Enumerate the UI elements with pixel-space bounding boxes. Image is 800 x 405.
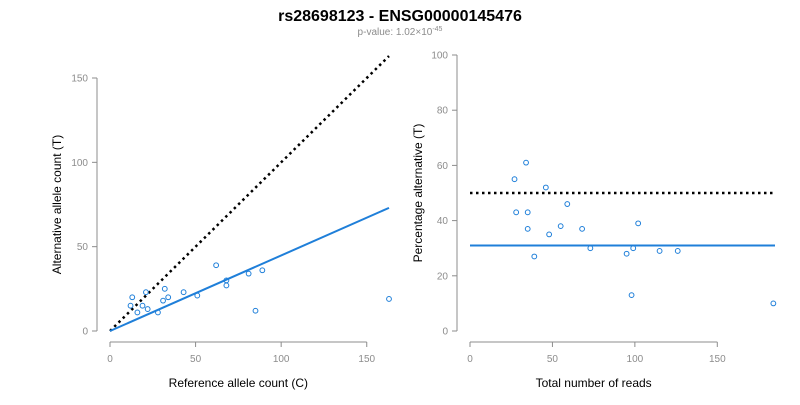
data-point: [630, 245, 637, 252]
x-tick-label: 0: [107, 354, 113, 365]
data-point: [155, 309, 161, 316]
data-point: [144, 306, 151, 312]
data-point: [557, 223, 564, 230]
data-point: [127, 302, 134, 309]
chart-subtitle: p-value: 1.02×10-45: [358, 26, 443, 38]
y-tick-label: 0: [82, 327, 88, 338]
chart-title: rs28698123 - ENSG00000145476: [278, 8, 522, 25]
data-point: [511, 176, 518, 183]
y-tick-label: 0: [442, 327, 448, 338]
data-point: [623, 250, 630, 257]
y-tick-label: 50: [77, 242, 89, 253]
y-tick-label: 20: [437, 271, 449, 282]
reference-line: [109, 55, 390, 332]
subtitle-exponent: -45: [432, 26, 442, 33]
data-point: [165, 294, 172, 301]
data-point: [542, 184, 549, 191]
x-tick-label: 150: [709, 354, 726, 365]
x-tick-label: 0: [467, 354, 473, 365]
y-axis-label: Percentage alternative (T): [411, 124, 425, 263]
data-point: [223, 277, 230, 284]
fit-line: [109, 206, 390, 332]
x-tick-label: 50: [547, 354, 559, 365]
data-point: [134, 309, 141, 316]
data-point: [143, 289, 149, 296]
y-axis-label: Alternative allele count (T): [50, 135, 64, 274]
data-point: [635, 220, 642, 227]
data-point: [564, 201, 571, 207]
data-point: [656, 248, 663, 254]
data-point: [223, 282, 230, 289]
data-point: [259, 267, 266, 274]
y-tick-label: 100: [71, 158, 88, 169]
data-point: [587, 245, 594, 252]
data-point: [139, 302, 146, 309]
data-point: [513, 209, 520, 216]
y-tick-label: 100: [431, 51, 448, 62]
data-point: [386, 296, 392, 302]
right-scatter-panel: 0 50 100 150 0 20 40 60 80 100 Total number of rea…: [411, 51, 777, 390]
left-scatter-panel: 0 50 100 150 0 50 100 150 Reference allele count…: [50, 55, 392, 390]
data-point: [160, 297, 166, 304]
x-tick-label: 150: [358, 354, 375, 365]
data-point: [579, 225, 586, 232]
data-point: [524, 209, 531, 216]
data-point: [674, 248, 681, 254]
data-point: [546, 231, 553, 238]
data-point: [245, 270, 252, 277]
x-tick-label: 50: [190, 354, 202, 365]
data-point: [129, 294, 136, 301]
data-point: [161, 285, 168, 292]
data-point: [770, 300, 777, 307]
data-point: [628, 292, 635, 299]
y-tick-label: 80: [437, 106, 449, 117]
x-tick-label: 100: [627, 354, 644, 365]
y-tick-label: 60: [437, 161, 449, 172]
data-point: [194, 292, 201, 299]
data-point: [213, 262, 220, 269]
data-point: [523, 159, 529, 166]
data-point: [524, 225, 531, 232]
data-point: [252, 307, 259, 314]
data-point: [531, 253, 538, 260]
data-point: [180, 289, 187, 296]
x-tick-label: 100: [273, 354, 290, 365]
y-tick-label: 150: [71, 74, 88, 85]
x-axis-label: Total number of reads: [536, 376, 652, 390]
y-tick-label: 40: [437, 216, 449, 227]
x-axis-label: Reference allele count (C): [169, 376, 308, 390]
subtitle-pvalue: p-value: 1.02×10: [358, 27, 433, 38]
